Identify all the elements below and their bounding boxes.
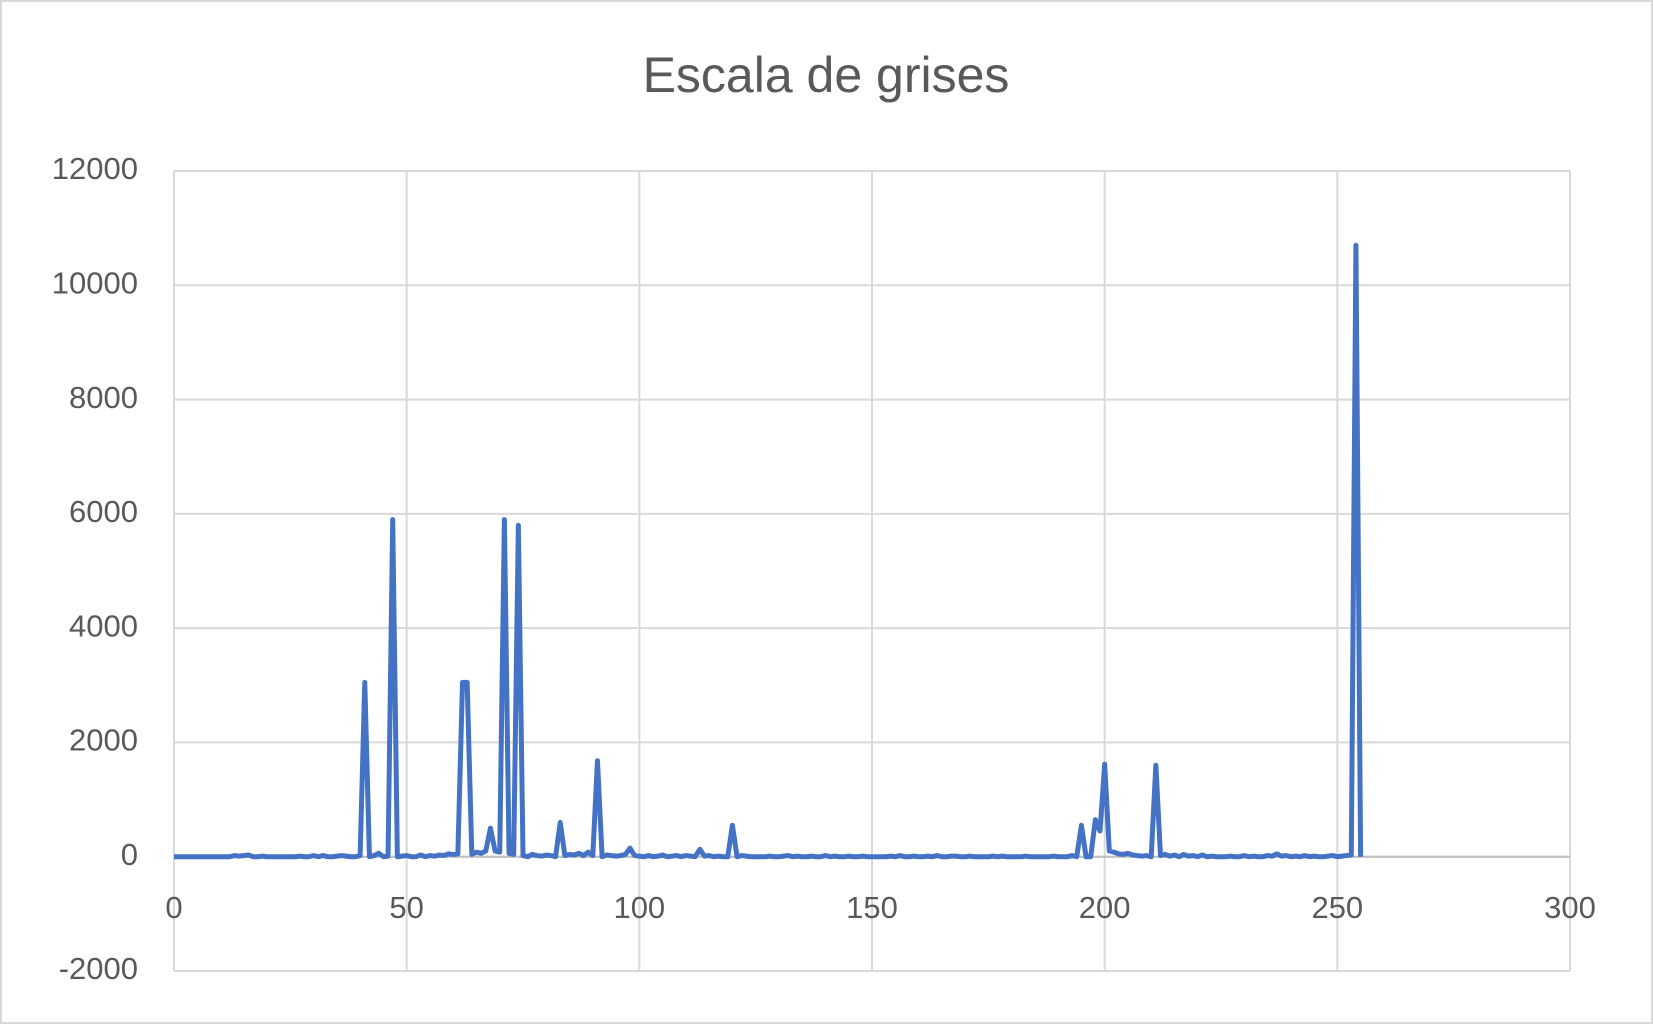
y-tick-label: 8000 [69,380,138,415]
x-tick-label: 150 [846,890,898,925]
x-tick-label: 0 [165,890,182,925]
y-tick-label: 2000 [69,723,138,758]
x-tick-label: 300 [1544,890,1596,925]
y-tick-label: 6000 [69,494,138,529]
y-tick-label: 4000 [69,608,138,643]
y-tick-label: 10000 [52,265,138,300]
x-tick-label: 250 [1311,890,1363,925]
data-line [174,242,1364,860]
y-tick-label: 0 [121,837,138,872]
x-tick-label: 50 [389,890,423,925]
x-tick-label: 200 [1079,890,1131,925]
chart-title: Escala de grises [643,47,1010,103]
y-tick-label: -2000 [59,951,138,986]
y-tick-label: 12000 [52,151,138,186]
x-tick-label: 100 [613,890,665,925]
